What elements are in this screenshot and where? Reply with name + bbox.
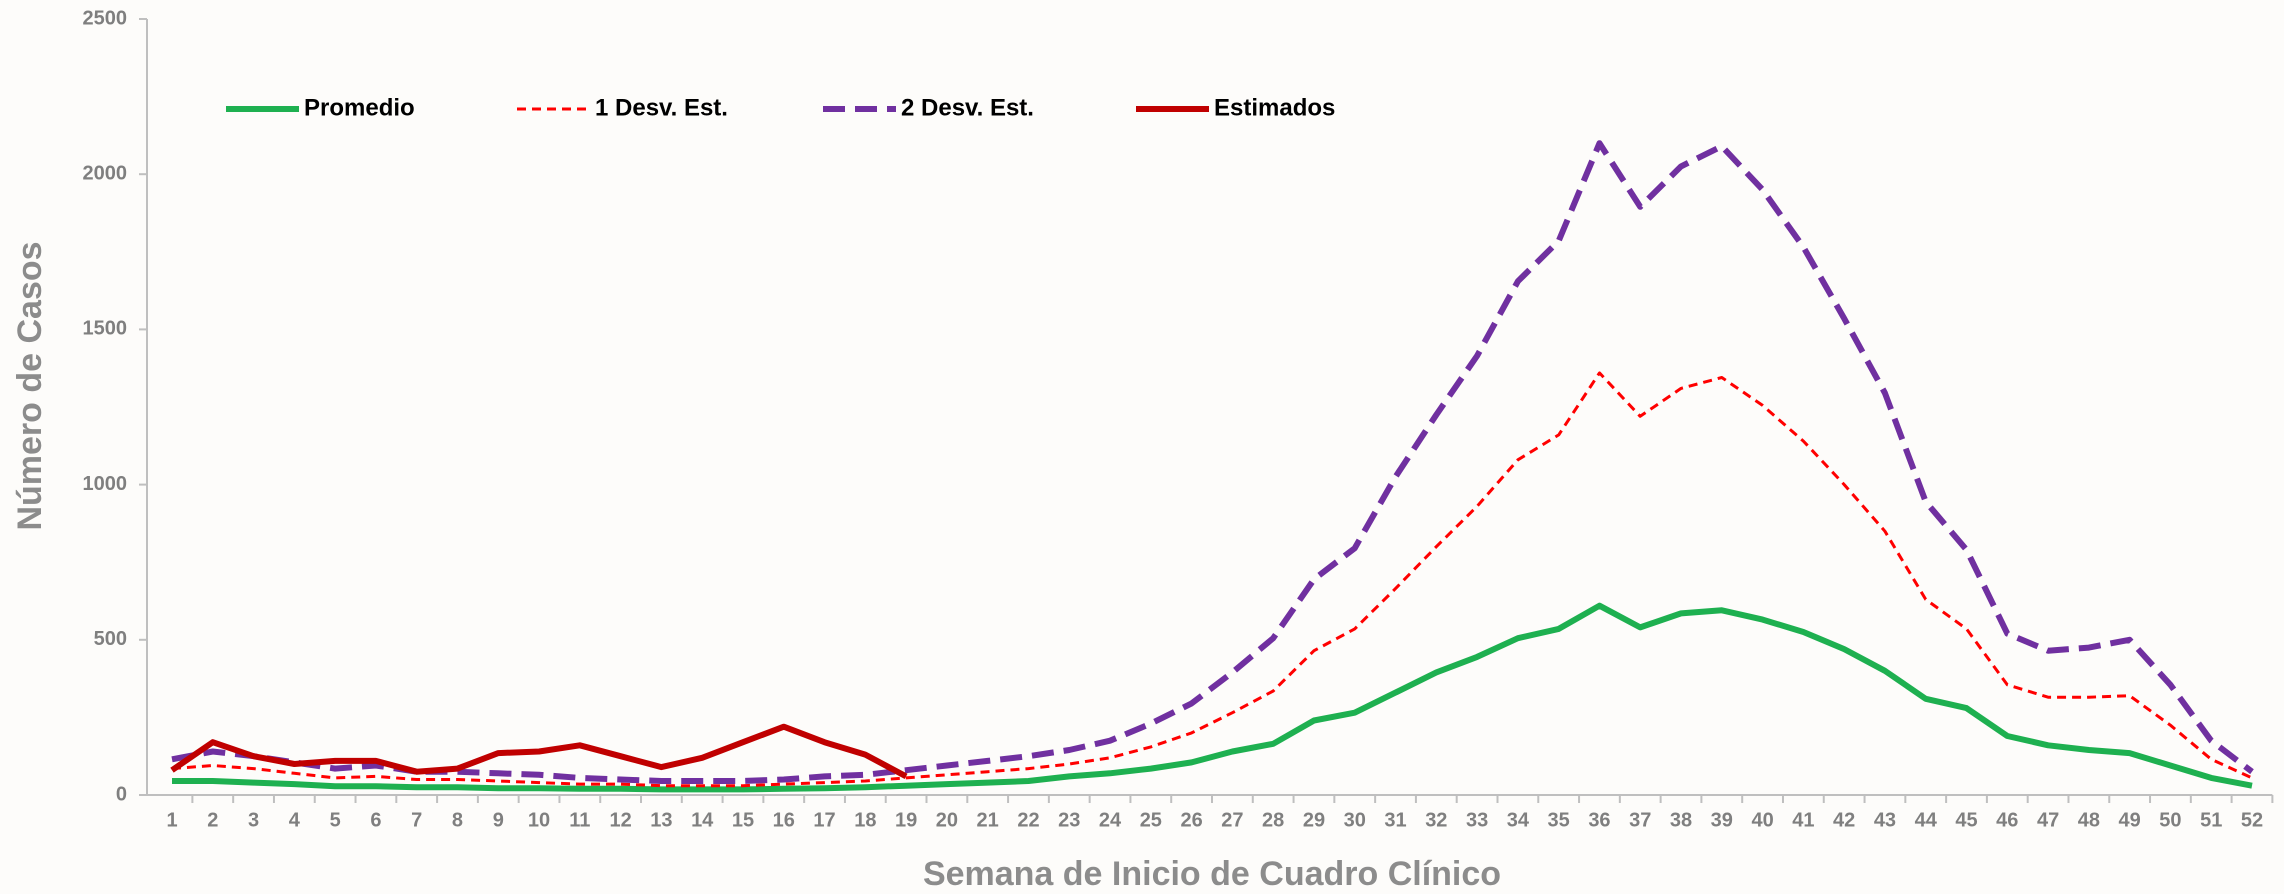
x-tick-label: 3 bbox=[248, 809, 259, 831]
x-tick-label: 47 bbox=[2037, 809, 2059, 831]
x-tick-label: 19 bbox=[895, 809, 917, 831]
series-line bbox=[170, 723, 908, 780]
x-tick-label: 37 bbox=[1629, 809, 1651, 831]
x-tick-label: 32 bbox=[1425, 809, 1447, 831]
x-tick-label: 10 bbox=[528, 809, 550, 831]
x-tick-label: 35 bbox=[1548, 809, 1570, 831]
x-tick-label: 34 bbox=[1507, 809, 1530, 831]
x-tick-label: 11 bbox=[569, 809, 590, 831]
legend-label: 2 Desv. Est. bbox=[901, 94, 1034, 121]
legend-label: Promedio bbox=[304, 94, 415, 121]
x-tick-label: 31 bbox=[1384, 809, 1406, 831]
x-tick-label: 36 bbox=[1588, 809, 1610, 831]
y-tick-label: 1500 bbox=[83, 318, 128, 340]
x-tick-label: 39 bbox=[1711, 809, 1733, 831]
x-tick-label: 5 bbox=[330, 809, 341, 831]
x-tick-label: 43 bbox=[1874, 809, 1896, 831]
series-line bbox=[171, 140, 2254, 784]
y-tick-label: 2000 bbox=[83, 162, 128, 184]
x-tick-label: 9 bbox=[493, 809, 504, 831]
series-line bbox=[172, 602, 2253, 793]
x-tick-label: 15 bbox=[732, 809, 754, 831]
x-tick-label: 49 bbox=[2119, 809, 2141, 831]
x-tick-label: 44 bbox=[1915, 809, 1938, 831]
series-line bbox=[171, 371, 2253, 788]
x-tick-label: 2 bbox=[207, 809, 218, 831]
x-tick-label: 40 bbox=[1751, 809, 1773, 831]
x-tick-label: 45 bbox=[1955, 809, 1977, 831]
x-tick-label: 50 bbox=[2159, 809, 2181, 831]
x-tick-label: 29 bbox=[1303, 809, 1325, 831]
x-tick-label: 48 bbox=[2078, 809, 2100, 831]
x-tick-label: 46 bbox=[1996, 809, 2018, 831]
x-tick-label: 25 bbox=[1140, 809, 1162, 831]
x-tick-label: 6 bbox=[370, 809, 381, 831]
x-tick-label: 13 bbox=[650, 809, 672, 831]
x-tick-label: 7 bbox=[411, 809, 422, 831]
x-tick-label: 24 bbox=[1099, 809, 1122, 831]
x-tick-label: 8 bbox=[452, 809, 463, 831]
y-tick-label: 0 bbox=[116, 783, 127, 805]
x-tick-label: 12 bbox=[610, 809, 632, 831]
x-axis-title: Semana de Inicio de Cuadro Clínico bbox=[923, 855, 1501, 893]
y-axis-title: Número de Casos bbox=[11, 241, 49, 530]
x-tick-label: 14 bbox=[691, 809, 714, 831]
x-tick-label: 51 bbox=[2200, 809, 2222, 831]
x-tick-label: 28 bbox=[1262, 809, 1284, 831]
x-tick-label: 42 bbox=[1833, 809, 1855, 831]
x-tick-label: 52 bbox=[2241, 809, 2263, 831]
x-tick-label: 1 bbox=[166, 809, 177, 831]
x-tick-label: 27 bbox=[1221, 809, 1243, 831]
x-tick-label: 18 bbox=[854, 809, 876, 831]
x-tick-label: 16 bbox=[773, 809, 795, 831]
x-tick-label: 22 bbox=[1017, 809, 1039, 831]
x-tick-label: 30 bbox=[1344, 809, 1366, 831]
x-tick-label: 33 bbox=[1466, 809, 1488, 831]
x-tick-label: 4 bbox=[289, 809, 301, 831]
y-tick-label: 1000 bbox=[83, 473, 128, 495]
y-tick-label: 2500 bbox=[83, 7, 128, 29]
x-tick-label: 41 bbox=[1792, 809, 1814, 831]
y-tick-label: 500 bbox=[94, 628, 127, 650]
x-tick-label: 38 bbox=[1670, 809, 1692, 831]
x-tick-label: 23 bbox=[1058, 809, 1080, 831]
x-tick-label: 21 bbox=[977, 809, 999, 831]
x-tick-label: 17 bbox=[813, 809, 835, 831]
legend-label: Estimados bbox=[1214, 94, 1335, 121]
x-tick-label: 26 bbox=[1180, 809, 1202, 831]
x-tick-label: 20 bbox=[936, 809, 958, 831]
legend-label: 1 Desv. Est. bbox=[595, 94, 728, 121]
